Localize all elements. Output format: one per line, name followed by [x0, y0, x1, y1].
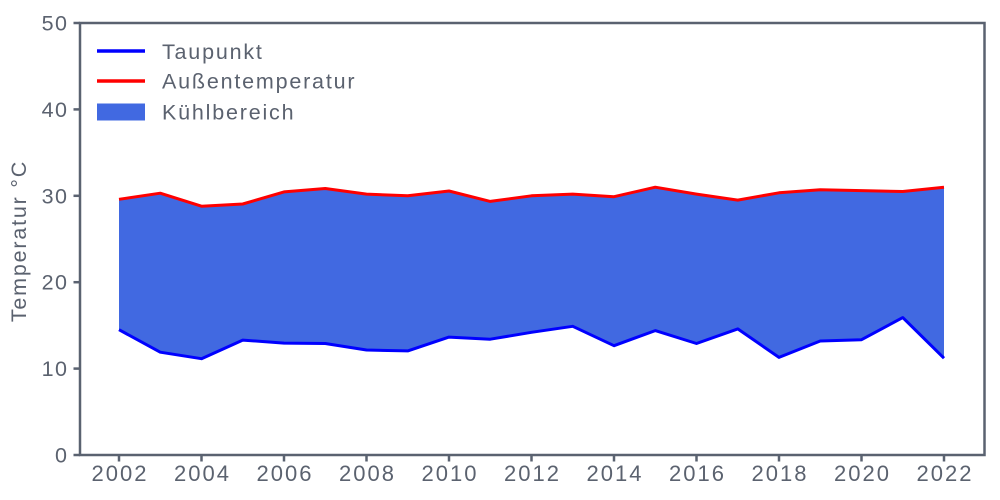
svg-text:2002: 2002: [92, 461, 149, 486]
svg-text:2004: 2004: [174, 461, 231, 486]
svg-text:40: 40: [42, 98, 69, 122]
svg-text:Kühlbereich: Kühlbereich: [162, 101, 295, 125]
svg-text:2018: 2018: [752, 461, 809, 486]
svg-text:10: 10: [42, 357, 69, 381]
svg-text:2016: 2016: [669, 461, 726, 486]
svg-text:Taupunkt: Taupunkt: [162, 40, 264, 64]
svg-text:Temperatur °C: Temperatur °C: [7, 160, 31, 322]
svg-text:2012: 2012: [504, 461, 561, 486]
svg-text:20: 20: [42, 271, 69, 295]
svg-text:Außentemperatur: Außentemperatur: [162, 70, 356, 94]
svg-text:50: 50: [42, 12, 69, 36]
svg-text:2006: 2006: [257, 461, 314, 486]
svg-text:2008: 2008: [339, 461, 396, 486]
svg-text:30: 30: [42, 184, 69, 208]
svg-text:0: 0: [55, 444, 68, 468]
svg-text:2022: 2022: [917, 461, 974, 486]
svg-text:2014: 2014: [587, 461, 644, 486]
svg-text:2020: 2020: [834, 461, 891, 486]
svg-text:2010: 2010: [422, 461, 479, 486]
